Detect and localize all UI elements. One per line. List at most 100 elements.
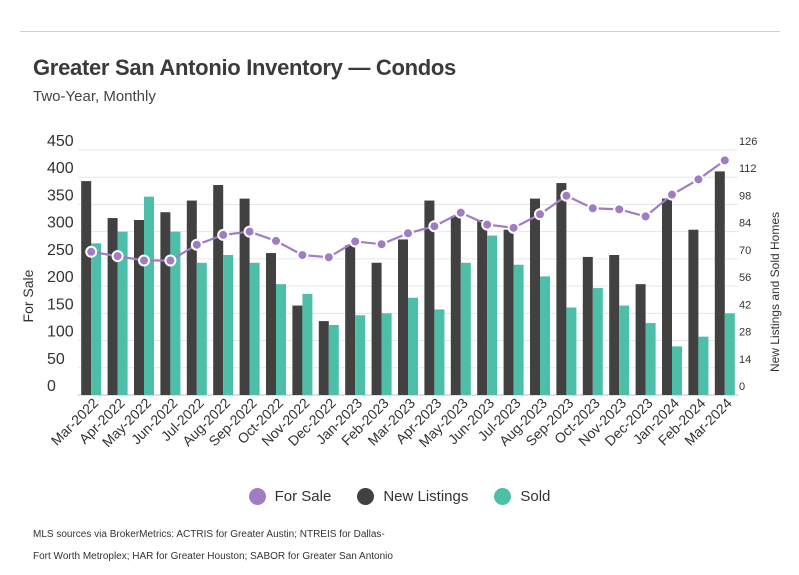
legend-label-sold: Sold [520, 488, 551, 505]
legend-swatch-new-listings [357, 488, 375, 505]
point-for-sale-jul-2022 [190, 238, 203, 251]
y-tick-left-100: 100 [47, 324, 74, 341]
legend-item-for-sale[interactable]: For Sale [248, 488, 332, 505]
bar-sold-mar-2024 [724, 313, 735, 395]
bar-sold-jul-2022 [196, 262, 207, 395]
bar-new-listings-jan-2023 [345, 245, 356, 395]
legend-swatch-for-sale [248, 488, 266, 505]
bar-sold-feb-2024 [698, 336, 709, 395]
point-for-sale-dec-2022 [322, 251, 335, 264]
bar-new-listings-aug-2022 [213, 185, 224, 395]
point-for-sale-nov-2023 [613, 203, 626, 216]
y-tick-right-98: 98 [739, 190, 751, 202]
point-for-sale-oct-2022 [270, 234, 282, 247]
y-tick-left-200: 200 [47, 269, 74, 286]
bar-new-listings-feb-2024 [688, 229, 699, 395]
y-tick-left-450: 450 [47, 133, 74, 150]
bar-new-listings-jun-2023 [477, 220, 488, 395]
legend-item-sold[interactable]: Sold [494, 488, 550, 505]
bar-sold-apr-2023 [434, 309, 445, 395]
point-for-sale-apr-2023 [428, 220, 441, 233]
y-tick-left-150: 150 [47, 296, 74, 313]
y-tick-right-28: 28 [739, 327, 751, 339]
bar-sold-mar-2022 [91, 243, 102, 395]
chart-subtitle: Two-Year, Monthly [33, 88, 156, 105]
point-for-sale-oct-2023 [586, 202, 599, 215]
top-rule [20, 31, 780, 32]
legend: For Sale New Listings Sold [0, 488, 799, 505]
bar-sold-aug-2023 [540, 276, 550, 395]
y-tick-right-126: 126 [739, 136, 757, 148]
bar-new-listings-nov-2022 [292, 305, 303, 395]
bar-sold-jun-2022 [170, 231, 181, 395]
y-tick-right-0: 0 [739, 381, 745, 393]
point-for-sale-jan-2024 [666, 188, 678, 201]
bar-new-listings-nov-2023 [609, 255, 620, 395]
bar-new-listings-sep-2022 [239, 198, 250, 395]
legend-label-for-sale: For Sale [274, 488, 332, 505]
bar-sold-sep-2022 [249, 262, 260, 395]
y-tick-right-42: 42 [739, 299, 751, 311]
y-tick-left-50: 50 [47, 351, 65, 368]
bar-sold-jun-2023 [487, 235, 498, 395]
y-tick-right-70: 70 [739, 245, 751, 257]
bar-new-listings-dec-2022 [318, 321, 329, 395]
point-for-sale-jun-2023 [481, 218, 494, 231]
point-for-sale-mar-2024 [718, 154, 731, 167]
point-for-sale-may-2023 [454, 206, 467, 219]
y-tick-right-14: 14 [739, 354, 751, 366]
chart-title: Greater San Antonio Inventory — Condos [33, 55, 456, 80]
bar-new-listings-oct-2022 [266, 253, 276, 395]
bar-new-listings-jun-2022 [160, 212, 171, 395]
point-for-sale-may-2022 [138, 254, 150, 267]
bar-new-listings-jan-2024 [662, 198, 672, 395]
bar-new-listings-aug-2023 [530, 198, 540, 395]
bar-sold-oct-2023 [592, 288, 603, 395]
legend-label-new-listings: New Listings [383, 488, 469, 505]
y-axis-title-left: For Sale [20, 269, 36, 322]
bar-new-listings-apr-2023 [424, 200, 435, 395]
bar-sold-oct-2022 [276, 284, 286, 395]
bar-sold-apr-2022 [117, 231, 128, 395]
legend-swatch-sold [494, 488, 512, 505]
point-for-sale-jul-2023 [507, 221, 520, 234]
y-tick-left-250: 250 [47, 242, 74, 259]
bar-new-listings-jul-2023 [503, 229, 514, 395]
bar-sold-sep-2023 [566, 307, 577, 395]
bar-sold-may-2022 [144, 196, 154, 395]
bar-sold-nov-2022 [302, 293, 313, 395]
bar-new-listings-feb-2023 [371, 262, 382, 395]
bar-sold-jan-2024 [672, 346, 682, 395]
point-for-sale-dec-2023 [639, 210, 652, 223]
bar-new-listings-mar-2024 [714, 171, 725, 395]
bar-new-listings-sep-2023 [556, 183, 567, 395]
point-for-sale-nov-2022 [296, 249, 309, 262]
y-tick-right-84: 84 [739, 218, 751, 230]
point-for-sale-feb-2024 [692, 173, 705, 186]
point-for-sale-mar-2022 [85, 245, 98, 258]
bar-sold-jan-2023 [355, 315, 366, 395]
legend-item-new-listings[interactable]: New Listings [357, 488, 468, 505]
bar-sold-dec-2023 [645, 323, 656, 395]
bar-new-listings-mar-2022 [81, 181, 92, 395]
bar-new-listings-jul-2022 [186, 200, 197, 395]
bar-new-listings-may-2023 [450, 216, 461, 395]
point-for-sale-aug-2022 [217, 228, 230, 241]
source-note: MLS sources via BrokerMetrics: ACTRIS fo… [33, 529, 393, 562]
bar-new-listings-apr-2022 [107, 218, 118, 395]
point-for-sale-aug-2023 [534, 208, 546, 221]
point-for-sale-feb-2023 [375, 238, 388, 251]
y-tick-left-300: 300 [47, 215, 74, 232]
bar-new-listings-mar-2023 [398, 239, 408, 395]
y-tick-left-400: 400 [47, 160, 74, 177]
bar-sold-jul-2023 [513, 264, 524, 395]
bar-new-listings-dec-2023 [635, 284, 646, 395]
bar-sold-may-2023 [460, 262, 471, 395]
bar-sold-dec-2022 [328, 325, 339, 395]
point-for-sale-sep-2023 [560, 189, 573, 202]
bar-new-listings-may-2022 [134, 220, 144, 395]
y-axis-title-right: New Listings and Sold Homes [768, 212, 782, 372]
point-for-sale-sep-2022 [243, 225, 256, 238]
point-for-sale-mar-2023 [402, 227, 414, 240]
